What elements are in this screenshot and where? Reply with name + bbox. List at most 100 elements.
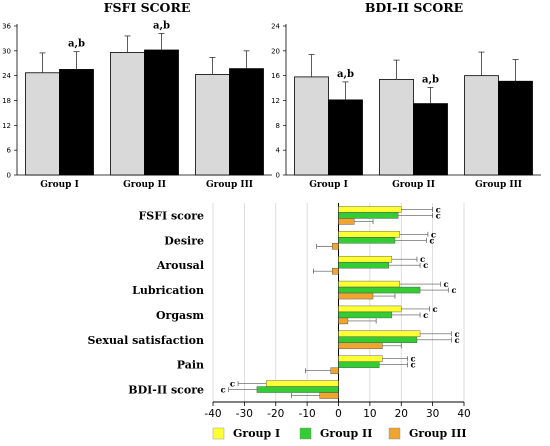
y-tick-label: 12 (271, 97, 280, 105)
bar (338, 311, 393, 319)
x-tick-label: Group II (392, 180, 435, 190)
bar (338, 231, 400, 238)
y-tick-label: 12 (2, 122, 11, 130)
bar (332, 267, 339, 275)
row-label: BDI-II score (128, 384, 204, 397)
bar (110, 52, 145, 176)
bar (338, 355, 383, 362)
bar (413, 103, 448, 176)
significance-mark: c (411, 361, 416, 371)
significance-mark: c (436, 205, 441, 215)
bar (338, 336, 418, 344)
x-tick-label: -30 (236, 408, 253, 420)
bar (338, 305, 402, 313)
legend-swatch (299, 427, 312, 440)
significance-label: a,b (422, 74, 439, 85)
significance-mark: c (230, 380, 235, 390)
bar (229, 68, 264, 176)
bar (266, 380, 339, 387)
significance-mark: c (221, 386, 226, 396)
bar (379, 78, 414, 176)
bar (338, 218, 355, 225)
legend-swatch (388, 427, 401, 440)
legend-label: Group II (320, 427, 372, 440)
bar (338, 212, 399, 219)
y-tick-label: 24 (271, 23, 280, 31)
row-label: Arousal (156, 259, 204, 272)
legend-label: Group I (233, 427, 280, 440)
significance-mark: c (451, 286, 456, 296)
x-tick-label: Group III (475, 180, 522, 190)
bar (338, 255, 393, 263)
y-tick-label: 20 (271, 47, 280, 55)
y-tick-label: 36 (2, 23, 11, 31)
x-tick-label: 20 (395, 408, 408, 420)
y-tick-label: 4 (276, 147, 281, 155)
y-tick-label: 6 (7, 147, 12, 155)
row-label: Desire (164, 234, 204, 247)
bar (144, 49, 179, 176)
significance-mark: c (423, 261, 428, 271)
y-tick-label: 30 (2, 47, 11, 55)
x-tick-label: -20 (267, 408, 284, 420)
significance-mark: c (411, 355, 416, 365)
significance-mark: c (431, 230, 436, 240)
bar (338, 361, 380, 368)
row-label: Sexual satisfaction (87, 334, 204, 347)
bar (328, 99, 363, 176)
x-tick-label: 40 (457, 408, 470, 420)
x-tick-label: 0 (335, 408, 342, 420)
bar (59, 69, 94, 176)
row-label: FSFI score (138, 209, 204, 222)
significance-mark: c (436, 211, 441, 221)
legend-label: Group III (409, 427, 466, 440)
panel-title: BDI-II SCORE (365, 0, 463, 15)
bar (338, 292, 374, 300)
significance-label: a,b (153, 20, 170, 31)
bar (338, 330, 421, 338)
significance-mark: c (454, 330, 459, 340)
significance-mark: c (429, 236, 434, 246)
row-label: Lubrication (132, 284, 204, 297)
significance-mark: c (443, 280, 448, 290)
x-tick-label: -10 (299, 408, 316, 420)
x-tick-label: Group I (40, 180, 79, 190)
bar (319, 392, 339, 399)
bar (330, 367, 339, 374)
y-tick-label: 16 (271, 72, 280, 80)
bar (338, 261, 389, 269)
y-tick-label: 18 (2, 97, 11, 105)
bar (332, 243, 339, 250)
bar (338, 206, 402, 213)
row-label: Orgasm (156, 309, 204, 322)
y-tick-label: 8 (276, 122, 280, 130)
bar (338, 237, 396, 244)
panel-title: FSFI SCORE (104, 0, 191, 15)
bar (464, 75, 499, 176)
x-tick-label: -40 (204, 408, 221, 420)
x-tick-label: Group II (123, 180, 166, 190)
significance-mark: c (423, 311, 428, 321)
y-tick-label: 24 (2, 72, 11, 80)
bar (25, 72, 60, 176)
significance-mark: c (420, 255, 425, 265)
y-tick-label: 0 (276, 172, 280, 180)
x-tick-label: Group I (309, 180, 348, 190)
significance-label: a,b (68, 39, 85, 50)
bar (338, 317, 349, 325)
row-label: Pain (177, 359, 204, 372)
significance-mark: c (432, 305, 437, 315)
bar (338, 280, 400, 288)
bar (338, 342, 383, 350)
bar (256, 386, 339, 393)
x-tick-label: Group III (206, 180, 253, 190)
significance-mark: c (454, 336, 459, 346)
x-tick-label: 30 (426, 408, 439, 420)
y-tick-label: 0 (7, 172, 11, 180)
legend-swatch (212, 427, 225, 440)
significance-label: a,b (337, 69, 354, 80)
bar (294, 76, 329, 176)
bar (338, 286, 421, 294)
x-tick-label: 10 (363, 408, 376, 420)
